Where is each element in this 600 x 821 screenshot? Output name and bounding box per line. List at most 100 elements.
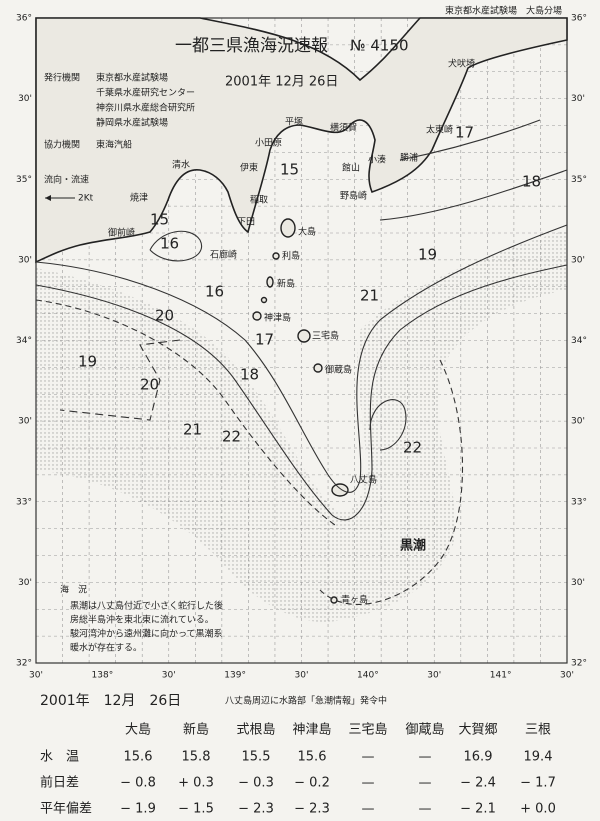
cell: − 2.1 — [460, 802, 496, 817]
column-header: 大島 — [125, 723, 151, 738]
cell: 16.9 — [464, 750, 493, 765]
isotherm-label: 17 — [255, 331, 274, 349]
cell: + 0.3 — [178, 776, 214, 791]
title: 一都三県漁海況速報 — [175, 36, 328, 56]
lon-label: 30' — [427, 671, 441, 681]
lat-label: 34° — [16, 336, 32, 346]
isotherm-label: 15 — [280, 161, 299, 179]
place-name: 下田 — [237, 217, 255, 228]
place-name: 横須賀 — [330, 122, 357, 134]
isotherms — [35, 119, 568, 605]
isotherm-label: 20 — [155, 307, 174, 325]
lat-label: 35° — [16, 175, 32, 185]
isotherm-label: 19 — [78, 353, 97, 371]
issue-number: № 4150 — [350, 37, 409, 55]
column-header: 三宅島 — [348, 723, 387, 738]
place-name: 三宅島 — [312, 330, 339, 342]
lon-label: 138° — [92, 671, 114, 681]
column-header: 新島 — [183, 722, 209, 738]
flow-legend-speed: 2Kt — [78, 194, 94, 204]
kuroshio-area — [36, 230, 567, 622]
isotherm-label: 21 — [360, 287, 379, 305]
isotherm-label: 15 — [150, 211, 169, 229]
cell: — — [362, 802, 375, 817]
lon-label: 139° — [224, 671, 246, 681]
place-name: 新島 — [277, 278, 295, 290]
lat-label: 35° — [571, 175, 587, 185]
issue-date: 2001年 12月 26日 — [225, 75, 338, 90]
lat-label: 33° — [16, 497, 32, 507]
lat-label: 34° — [571, 336, 587, 346]
cell: − 1.5 — [178, 802, 214, 817]
cell: 15.8 — [182, 750, 211, 765]
place-name: 大島 — [298, 226, 316, 238]
note-line: 駿河湾沖から遠州灘に向かって黒潮系 — [70, 628, 223, 640]
cell: − 1.7 — [520, 776, 556, 791]
lat-label: 30' — [571, 578, 585, 588]
place-name: 御前崎 — [108, 227, 135, 239]
cell: 15.6 — [124, 750, 153, 765]
lat-label: 32° — [16, 659, 32, 669]
lat-label: 30' — [18, 94, 32, 104]
islands — [252, 218, 349, 604]
cell: — — [419, 776, 432, 791]
isotherm-label: 22 — [403, 439, 422, 457]
column-header: 御蔵島 — [405, 723, 444, 738]
cell: — — [419, 802, 432, 817]
cell: 19.4 — [524, 750, 553, 765]
column-header: 式根島 — [236, 723, 275, 738]
flow-legend-label: 流向・流速 — [44, 174, 89, 186]
place-name: 清水 — [172, 159, 190, 171]
issuers-label: 発行機関 — [44, 72, 80, 84]
place-name: 焼津 — [130, 193, 148, 204]
place-name: 石廊崎 — [210, 249, 237, 261]
isotherm-labels: 17 18 15 15 16 16 19 21 20 17 19 20 18 2… — [78, 124, 541, 457]
isotherm-label: 19 — [418, 246, 437, 264]
isotherm-label: 17 — [455, 124, 474, 142]
lat-label: 30' — [18, 417, 32, 427]
place-name: 小田原 — [255, 138, 282, 149]
lon-label: 30' — [295, 671, 309, 681]
column-header: 大賀郷 — [458, 723, 497, 738]
kuroshio-label: 黒潮 — [400, 538, 426, 554]
cell: — — [362, 776, 375, 791]
row-label: 平年偏差 — [40, 802, 92, 817]
row-label: 前日差 — [40, 775, 79, 791]
cell: − 0.2 — [294, 776, 330, 791]
place-names: 犬吠埼 太東崎 勝浦 小湊 館山 野島崎 横須賀 平塚 小田原 伊東 稲取 下田… — [108, 58, 475, 606]
lat-label: 36° — [571, 14, 587, 24]
issuer: 東京都水産試験場 — [96, 72, 168, 84]
note-line: 黒潮は八丈島付近で小さく蛇行した後 — [70, 600, 223, 612]
cell: − 2.4 — [460, 776, 496, 791]
place-name: 小湊 — [368, 154, 386, 166]
cell: − 2.3 — [238, 802, 274, 817]
footer-notice: 八丈島周辺に水路部「急潮情報」発令中 — [225, 695, 387, 707]
cell: 15.6 — [298, 750, 327, 765]
lat-label: 30' — [571, 94, 585, 104]
note-line: 暖水が存在する。 — [70, 642, 142, 654]
footer-date: 2001年 12月 26日 — [40, 693, 181, 709]
flow-arrowhead — [45, 195, 51, 201]
lon-label: 141° — [490, 671, 512, 681]
place-name: 平塚 — [285, 117, 303, 128]
notes: 海 況黒潮は八丈島付近で小さく蛇行した後房総半島沖を東北東に流れている。駿河湾沖… — [60, 584, 223, 654]
lon-label: 30' — [29, 671, 43, 681]
place-name: 犬吠埼 — [448, 58, 475, 70]
cell: − 0.3 — [238, 776, 274, 791]
lat-label: 30' — [18, 255, 32, 265]
column-header: 三根 — [525, 723, 551, 738]
isotherm-label: 21 — [183, 421, 202, 439]
isotherm-label: 22 — [222, 428, 241, 446]
cooperator: 東海汽船 — [96, 139, 132, 151]
cell: + 0.0 — [520, 802, 556, 817]
issuer: 千葉県水産研究センター — [96, 87, 195, 99]
agency-note: 東京都水産試験場 大島分場 — [445, 5, 562, 17]
isotherm-label: 20 — [140, 376, 159, 394]
place-name: 八丈島 — [350, 474, 377, 486]
isotherm-label: 16 — [205, 283, 224, 301]
place-name: 青ヶ島 — [341, 594, 368, 606]
cell: − 2.3 — [294, 802, 330, 817]
lat-label: 30' — [571, 417, 585, 427]
